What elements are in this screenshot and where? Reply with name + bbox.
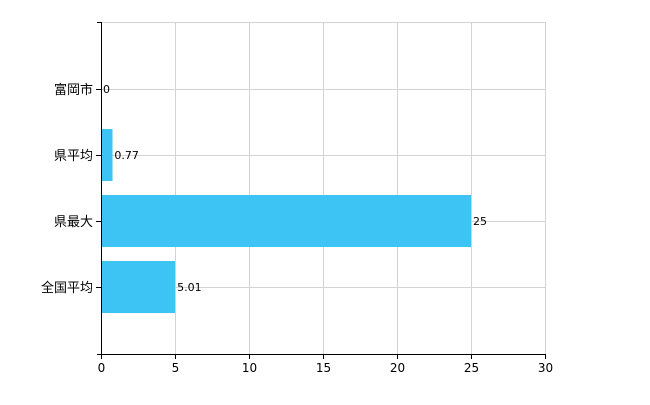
category-label-1: 富岡市: [54, 82, 93, 98]
bar-layer: [101, 129, 471, 313]
bar-3: [101, 195, 471, 247]
x-tick-label-15: 15: [316, 361, 331, 375]
axis-layer: [96, 22, 546, 359]
x-tick-label-0: 0: [98, 361, 106, 375]
x-tick-label-10: 10: [242, 361, 257, 375]
x-tick-label-30: 30: [538, 361, 553, 375]
data-label-1: 0: [103, 83, 110, 96]
data-label-4: 5.01: [177, 281, 202, 294]
bar-2: [101, 129, 113, 181]
data-label-2: 0.77: [114, 149, 138, 162]
category-label-3: 県最大: [54, 215, 93, 230]
x-tick-label-20: 20: [390, 361, 405, 375]
x-tick-label-5: 5: [172, 361, 180, 375]
data-label-3: 25: [473, 215, 487, 228]
bar-4: [101, 261, 176, 313]
x-tick-label-25: 25: [464, 361, 479, 375]
category-label-4: 全国平均: [41, 280, 93, 296]
category-label-2: 県平均: [54, 149, 93, 164]
